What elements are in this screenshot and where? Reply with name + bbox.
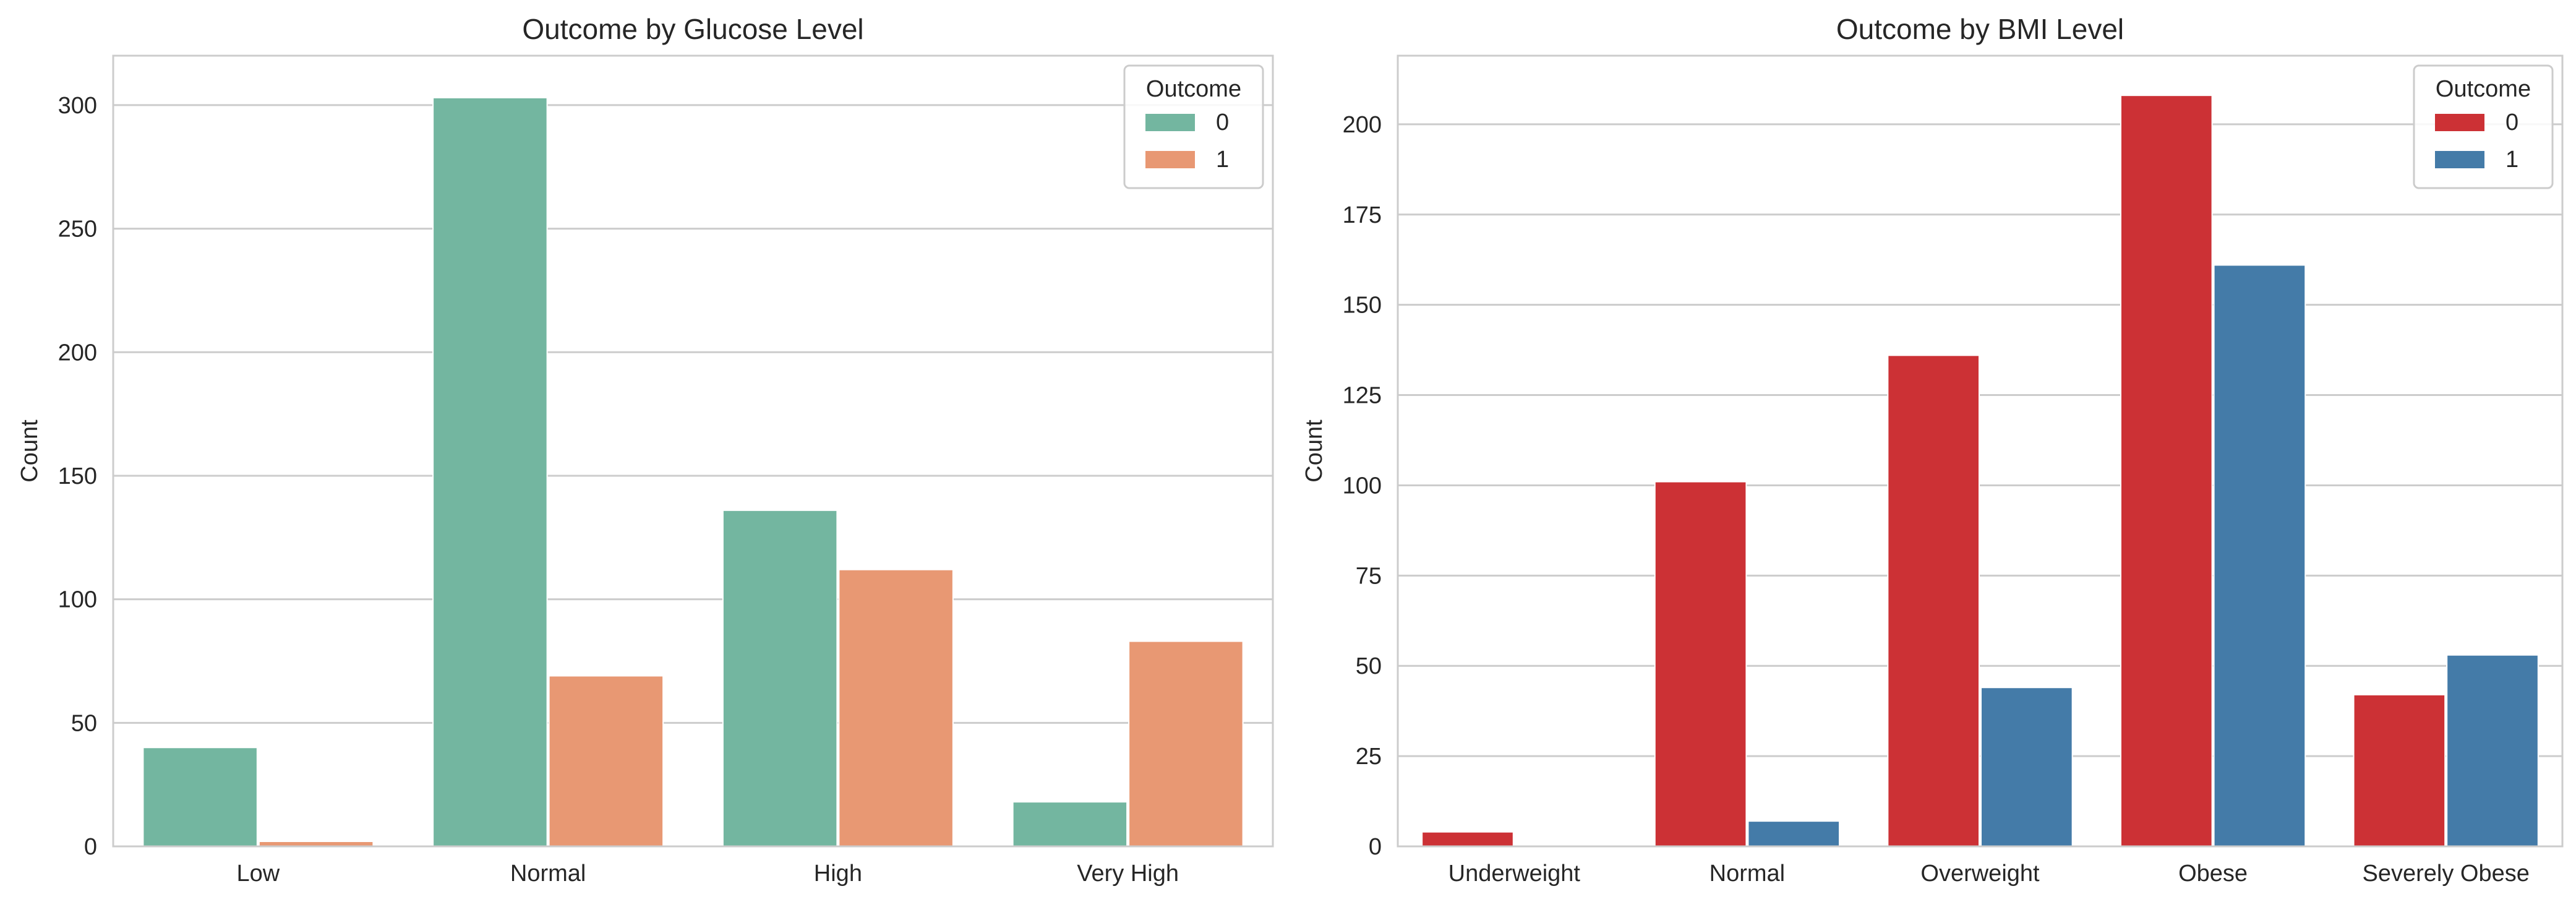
bar-overweight-outcome-1	[1980, 687, 2073, 848]
bar-high-outcome-0	[722, 509, 838, 847]
plot-area	[113, 56, 1273, 846]
bar-very-high-outcome-0	[1012, 801, 1128, 848]
legend-entry-0: 0	[1216, 110, 1229, 135]
chart-1: 0 50 100 150 200 250 300 Low Normal High Very High…	[17, 13, 1274, 887]
bar-normal-outcome-1	[1747, 820, 1841, 847]
y-tick-label: 200	[1343, 112, 1382, 138]
y-tick-label: 75	[1356, 563, 1382, 589]
y-axis-label: Count	[17, 419, 43, 483]
bar-underweight-outcome-0	[1421, 831, 1514, 848]
y-tick-label: 200	[58, 340, 97, 366]
chart-title: Outcome by Glucose Level	[522, 13, 863, 45]
x-tick-label: Overweight	[1920, 861, 2040, 887]
legend: Outcome 0 1	[2413, 64, 2554, 189]
bar-severely-obese-outcome-0	[2353, 694, 2446, 847]
x-tick-label: High	[814, 861, 862, 887]
y-tick-label: 100	[58, 587, 97, 613]
bar-very-high-outcome-1	[1128, 640, 1244, 848]
plot-frame	[112, 54, 1274, 848]
legend-entry-1: 1	[1216, 147, 1229, 173]
y-tick-label: 100	[1343, 473, 1382, 499]
bar-obese-outcome-1	[2213, 264, 2306, 847]
y-tick-label: 300	[58, 93, 97, 119]
bar-low-outcome-0	[142, 747, 258, 847]
legend-swatch-0	[1145, 114, 1195, 131]
y-tick-label: 50	[1356, 653, 1382, 679]
y-axis-label: Count	[1301, 419, 1327, 483]
x-tick-label: Normal	[1709, 861, 1785, 887]
plot-frame	[1397, 54, 2564, 848]
y-tick-label: 250	[58, 217, 97, 243]
bar-severely-obese-outcome-1	[2446, 654, 2539, 847]
legend-swatch-1	[2435, 151, 2484, 168]
bar-normal-outcome-0	[1654, 481, 1747, 847]
legend-title: Outcome	[2436, 76, 2531, 102]
legend-swatch-1	[1145, 151, 1195, 168]
legend-entry-0: 0	[2505, 110, 2518, 135]
legend-entry-1: 1	[2505, 147, 2518, 173]
x-tick-label: Severely Obese	[2363, 861, 2530, 887]
x-tick-label: Underweight	[1448, 861, 1581, 887]
y-tick-label: 175	[1343, 202, 1382, 228]
chart-title: Outcome by BMI Level	[1836, 13, 2124, 45]
y-tick-label: 150	[58, 463, 97, 489]
bar-normal-outcome-1	[548, 675, 664, 848]
y-tick-label: 150	[1343, 293, 1382, 319]
y-tick-label: 125	[1343, 383, 1382, 409]
bar-obese-outcome-0	[2120, 95, 2213, 848]
bar-overweight-outcome-0	[1887, 355, 1980, 847]
bar-normal-outcome-0	[432, 97, 548, 847]
chart-2: 0 25 50 75 100 125 150 175 200 Underweight Normal O…	[1301, 13, 2564, 887]
bar-high-outcome-1	[838, 569, 954, 847]
y-tick-label: 0	[1369, 834, 1382, 860]
y-tick-label: 50	[71, 710, 97, 736]
x-tick-label: Very High	[1077, 861, 1179, 887]
legend-swatch-0	[2435, 114, 2484, 131]
legend: Outcome 0 1	[1123, 64, 1264, 189]
x-tick-label: Low	[237, 861, 280, 887]
y-tick-label: 25	[1356, 744, 1382, 770]
x-tick-label: Obese	[2178, 861, 2248, 887]
x-tick-label: Normal	[510, 861, 586, 887]
y-tick-label: 0	[84, 834, 97, 860]
legend-title: Outcome	[1146, 76, 1241, 102]
